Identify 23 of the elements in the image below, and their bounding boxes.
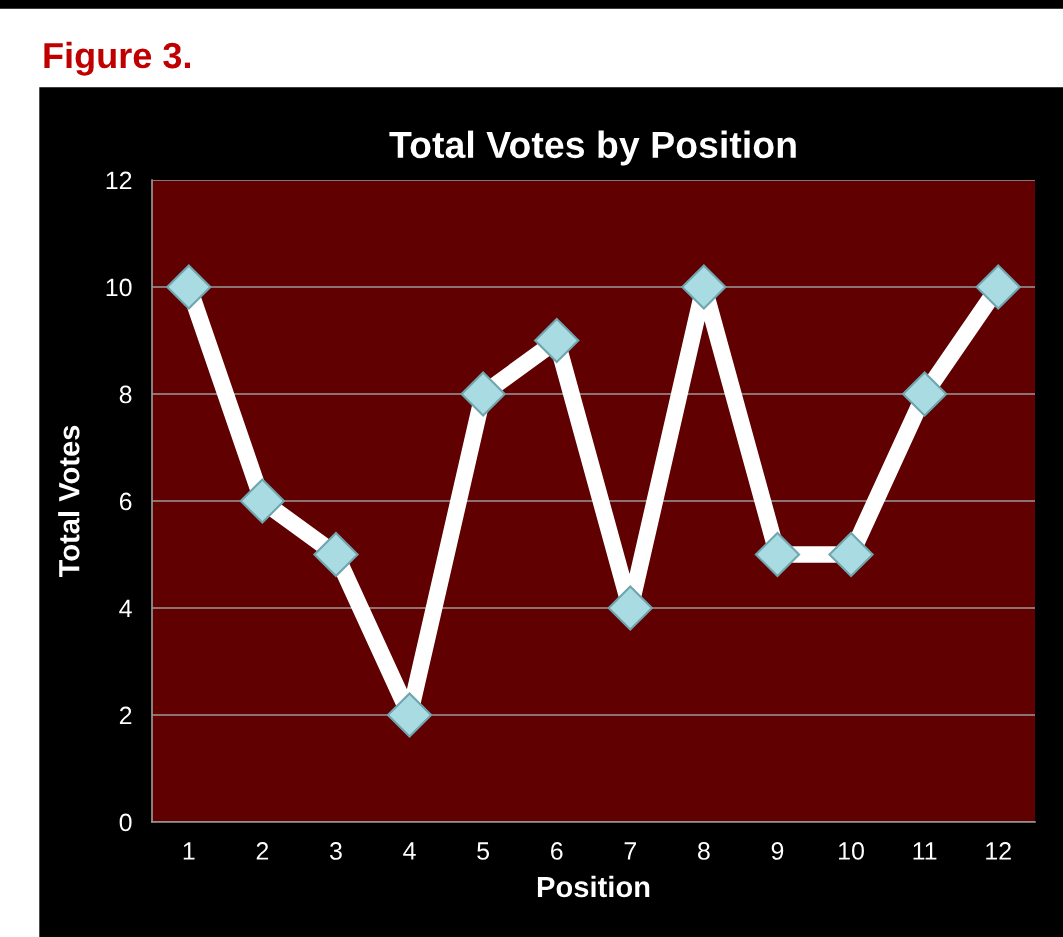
x-tick-label: 12 — [986, 842, 1011, 860]
x-tick-label: 4 — [403, 842, 416, 860]
chart-title: Total Votes by Position — [389, 130, 796, 166]
y-tick-label: 8 — [119, 385, 132, 404]
x-tick-label: 2 — [256, 842, 269, 860]
x-tick-label: 1 — [183, 842, 195, 860]
x-tick-label: 5 — [477, 842, 490, 860]
y-tick-label: 0 — [119, 813, 132, 832]
y-tick-label: 6 — [119, 492, 132, 511]
x-tick-label: 9 — [771, 842, 784, 860]
x-tick-label: 8 — [698, 842, 710, 860]
x-tick-label: 3 — [329, 842, 342, 860]
y-tick-label: 4 — [119, 599, 132, 618]
x-tick-label: 7 — [624, 842, 636, 860]
y-axis-title: Total Votes — [58, 425, 80, 578]
y-tick-label: 2 — [119, 706, 132, 725]
caption: Figure 3. — [44, 41, 191, 76]
y-tick-label: 12 — [106, 171, 132, 190]
x-tick-label: 10 — [839, 842, 864, 860]
x-axis-title: Position — [537, 875, 650, 898]
y-tick-label: 10 — [106, 278, 132, 297]
x-tick-label: 6 — [551, 842, 563, 860]
x-tick-label: 11 — [913, 842, 937, 860]
